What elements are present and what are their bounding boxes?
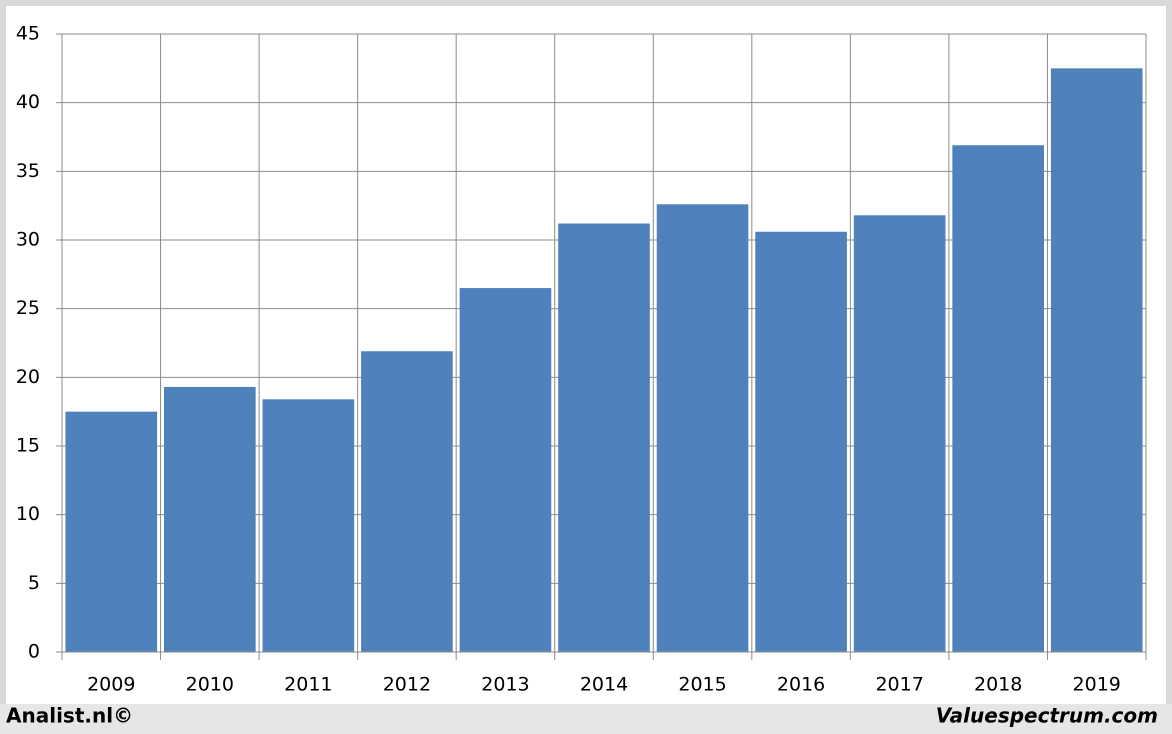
y-tick-label: 15 xyxy=(16,435,40,457)
x-tick-label: 2015 xyxy=(678,674,726,696)
x-tick-label: 2018 xyxy=(974,674,1022,696)
bar xyxy=(952,145,1045,653)
bar xyxy=(361,351,453,652)
y-tick-label: 20 xyxy=(16,366,40,388)
bar xyxy=(459,288,552,652)
y-tick-label: 5 xyxy=(28,572,40,594)
bar xyxy=(755,231,847,652)
y-tick-label: 40 xyxy=(16,91,40,113)
x-tick-label: 2011 xyxy=(284,674,332,696)
x-tick-label: 2019 xyxy=(1073,674,1121,696)
bar xyxy=(853,215,946,652)
y-tick-label: 0 xyxy=(28,641,40,663)
x-tick-label: 2016 xyxy=(777,674,825,696)
x-tick-label: 2013 xyxy=(481,674,529,696)
x-tick-label: 2012 xyxy=(383,674,431,696)
x-tick-label: 2017 xyxy=(875,674,923,696)
y-tick-label: 30 xyxy=(16,229,40,251)
y-tick-label: 25 xyxy=(16,297,40,319)
footer-left: Analist.nl© xyxy=(6,704,133,728)
x-tick-label: 2010 xyxy=(186,674,234,696)
y-tick-label: 10 xyxy=(16,503,40,525)
bar xyxy=(656,204,749,652)
x-tick-label: 2009 xyxy=(87,674,135,696)
footer-right: Valuespectrum.com xyxy=(936,704,1158,728)
bar xyxy=(558,223,650,652)
bar xyxy=(262,399,355,652)
y-tick-label: 45 xyxy=(16,23,40,45)
footer xyxy=(0,704,1172,734)
bar xyxy=(1050,68,1143,653)
y-tick-label: 35 xyxy=(16,160,40,182)
bar xyxy=(65,411,158,652)
x-tick-label: 2014 xyxy=(580,674,628,696)
bar xyxy=(163,386,256,652)
